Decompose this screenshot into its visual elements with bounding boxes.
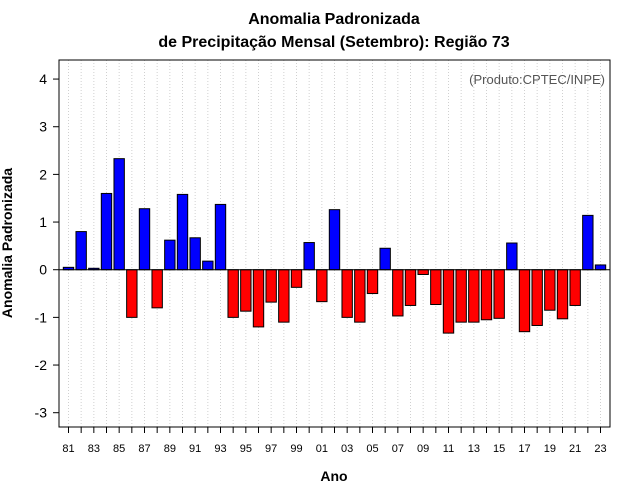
bar-12 (455, 269, 467, 323)
chart-title-line1: Anomalia Padronizada (248, 11, 420, 28)
x-tick-label: 11 (443, 443, 454, 455)
bar-08 (404, 269, 417, 306)
y-tick-label: 2 (39, 166, 47, 182)
bar-84 (100, 192, 113, 271)
x-axis-title: Ano (320, 468, 347, 484)
bar-94 (227, 269, 239, 318)
x-tick-label: 03 (341, 443, 353, 455)
x-tick-label: 99 (290, 443, 302, 455)
bar-07 (392, 269, 404, 317)
y-tick-label: 1 (39, 214, 47, 230)
bar-14 (480, 269, 493, 321)
bar-09 (417, 269, 429, 275)
bar-82 (75, 231, 87, 271)
y-tick-label: 0 (39, 262, 47, 278)
bar-99 (290, 269, 303, 288)
bar-87 (138, 208, 151, 271)
bar-21 (569, 269, 581, 306)
x-tick-label: 15 (493, 443, 505, 455)
y-tick-label: -1 (35, 309, 48, 325)
bar-22 (582, 214, 594, 271)
bar-19 (544, 269, 556, 311)
y-tick-label: 4 (39, 71, 47, 87)
x-tick-label: 23 (594, 443, 606, 455)
x-tick-label: 91 (189, 443, 201, 455)
x-tick-label: 01 (316, 443, 328, 455)
bar-00 (303, 242, 315, 271)
y-axis-title: Anomalia Padronizada (0, 168, 15, 318)
bar-18 (531, 269, 543, 326)
bar-96 (252, 269, 265, 328)
bar-05 (366, 269, 379, 295)
bar-16 (506, 242, 518, 271)
bar-06 (379, 247, 391, 271)
x-tick-label: 13 (468, 443, 480, 455)
x-tick-label: 83 (88, 443, 100, 455)
bar-95 (240, 269, 252, 312)
bar-86 (126, 269, 138, 318)
bar-93 (214, 203, 227, 271)
y-tick-label: 3 (39, 119, 47, 135)
bar-03 (341, 269, 353, 318)
bar-20 (556, 269, 569, 320)
bar-90 (176, 193, 189, 271)
bar-89 (164, 239, 176, 271)
x-tick-label: 87 (138, 443, 150, 455)
x-tick-label: 95 (240, 443, 252, 455)
x-tick-label: 17 (518, 443, 530, 455)
x-tick-label: 05 (366, 443, 378, 455)
y-axis: -3 -2 -1 0 1 2 3 4 (35, 71, 59, 421)
bar-88 (151, 269, 163, 309)
bars (62, 158, 607, 334)
x-tick-label: 89 (164, 443, 176, 455)
x-tick-label: 09 (417, 443, 429, 455)
bar-04 (354, 269, 366, 323)
bar-11 (442, 269, 455, 334)
bar-10 (430, 269, 442, 306)
bar-97 (265, 269, 277, 303)
x-axis: 81 83 85 87 89 91 93 95 97 99 01 03 05 07 09 11 13 15 17 19… (62, 427, 607, 455)
bar-23 (594, 264, 607, 271)
chart-title-line2: de Precipitação Mensal (Setembro): Regiã… (158, 34, 509, 51)
bar-91 (189, 237, 201, 271)
bar-02 (328, 209, 341, 271)
y-tick-label: -3 (35, 405, 48, 421)
bar-92 (202, 260, 214, 271)
x-tick-label: 97 (265, 443, 277, 455)
x-tick-label: 21 (569, 443, 581, 455)
bar-98 (278, 269, 290, 323)
bar-13 (468, 269, 480, 323)
x-tick-label: 07 (392, 443, 404, 455)
x-tick-label: 85 (113, 443, 125, 455)
y-tick-label: -2 (35, 357, 48, 373)
bar-85 (113, 158, 125, 271)
product-annotation: (Produto:CPTEC/INPE) (469, 72, 605, 87)
bar-15 (493, 269, 505, 319)
x-tick-label: 19 (544, 443, 556, 455)
x-tick-label: 81 (62, 443, 74, 455)
x-tick-label: 93 (214, 443, 226, 455)
bar-17 (518, 269, 531, 333)
bar-01 (316, 269, 328, 303)
